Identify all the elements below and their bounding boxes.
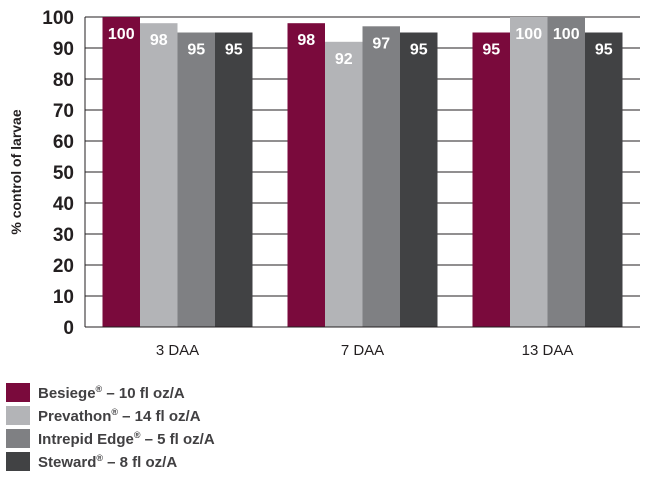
bars (102, 17, 623, 328)
bar (215, 32, 253, 327)
data-label: 95 (595, 42, 613, 59)
legend-series-name: Intrepid Edge (38, 430, 134, 448)
y-tick-label: 100 (42, 8, 74, 29)
bar (400, 32, 438, 327)
data-label: 95 (187, 42, 205, 59)
legend-label: Intrepid Edge® – 5 fl oz/A (38, 430, 215, 448)
y-tick-label: 90 (53, 39, 74, 60)
y-tick-label: 40 (53, 194, 74, 215)
legend-rate: – 10 fl oz/A (102, 384, 185, 402)
bar (472, 32, 510, 327)
axes: 0 10 20 30 40 50 60 70 80 90 100 3 DAA 7 DAA 13 DAA (42, 8, 640, 359)
data-label: 98 (150, 32, 168, 49)
data-label: 100 (553, 26, 580, 43)
y-tick-label: 20 (53, 256, 74, 277)
bar (287, 23, 325, 327)
y-tick-label: 50 (53, 163, 74, 184)
legend-item: Besiege® – 10 fl oz/A (6, 381, 215, 404)
bar (362, 26, 400, 328)
y-tick-label: 80 (53, 70, 74, 91)
legend-rate: – 5 fl oz/A (140, 430, 215, 448)
legend-label: Prevathon® – 14 fl oz/A (38, 407, 201, 425)
data-label: 98 (297, 32, 315, 49)
legend: Besiege® – 10 fl oz/A Prevathon® – 14 fl … (6, 381, 215, 473)
bar (510, 17, 548, 327)
data-label: 97 (372, 35, 390, 52)
legend-series-name: Prevathon (38, 407, 112, 425)
y-tick-label: 60 (53, 132, 74, 153)
data-label: 95 (482, 42, 500, 59)
data-label: 100 (515, 26, 542, 43)
bar-chart: 100 98 95 95 98 92 97 95 95 100 100 95 0 10 20 30 40 50 6… (8, 8, 640, 359)
y-tick-label: 10 (53, 287, 74, 308)
registered-mark: ® (96, 452, 103, 463)
legend-swatch (6, 383, 30, 402)
x-tick-label: 7 DAA (341, 342, 384, 359)
x-tick-label: 3 DAA (156, 342, 199, 359)
registered-mark: ® (133, 429, 141, 440)
data-label: 92 (335, 51, 353, 68)
bar (102, 17, 140, 327)
legend-rate: – 8 fl oz/A (103, 453, 178, 471)
legend-label: Besiege® – 10 fl oz/A (38, 384, 185, 402)
y-tick-label: 30 (53, 225, 74, 246)
y-axis-label: % control of larvae (8, 109, 24, 234)
bar (177, 32, 215, 327)
legend-item: Prevathon® – 14 fl oz/A (6, 404, 215, 427)
legend-item: Steward® – 8 fl oz/A (6, 450, 215, 473)
legend-swatch (6, 429, 30, 448)
data-label: 95 (225, 42, 243, 59)
legend-swatch (6, 452, 30, 471)
y-tick-label: 0 (63, 318, 74, 339)
bar (140, 23, 178, 327)
legend-series-name: Steward (38, 453, 97, 471)
data-label: 100 (108, 26, 135, 43)
legend-rate: – 14 fl oz/A (118, 407, 201, 425)
x-tick-label: 13 DAA (522, 342, 574, 359)
bar (325, 41, 363, 328)
legend-item: Intrepid Edge® – 5 fl oz/A (6, 427, 215, 450)
legend-swatch (6, 406, 30, 425)
legend-series-name: Besiege (38, 384, 96, 402)
legend-label: Steward® – 8 fl oz/A (38, 453, 177, 471)
bar (547, 17, 585, 327)
data-labels: 100 98 95 95 98 92 97 95 95 100 100 95 (108, 26, 613, 68)
bar (585, 32, 623, 327)
registered-mark: ® (111, 406, 118, 417)
y-tick-label: 70 (53, 101, 74, 122)
data-label: 95 (410, 42, 428, 59)
registered-mark: ® (95, 383, 103, 394)
